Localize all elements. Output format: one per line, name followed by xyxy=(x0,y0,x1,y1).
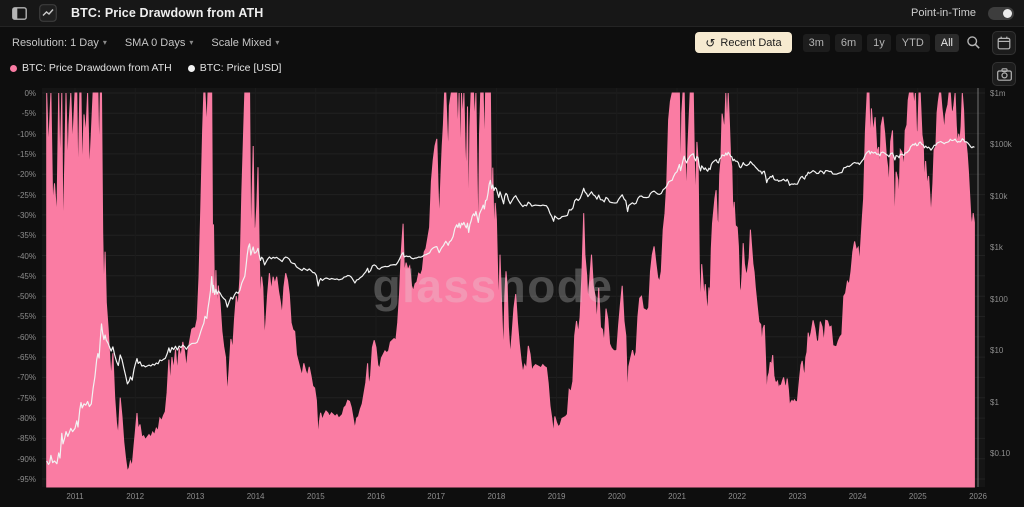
sma-dropdown[interactable]: SMA 0 Days ▾ xyxy=(125,37,194,49)
sma-dropdown-label: SMA 0 Days xyxy=(124,36,186,49)
screenshot-button[interactable] xyxy=(992,62,1016,86)
price-line xyxy=(46,138,975,465)
zoom-area-button[interactable] xyxy=(964,33,983,52)
range-1y-button[interactable]: 1y xyxy=(867,33,891,52)
topbar: BTC: Price Drawdown from ATH Point-in-Ti… xyxy=(0,0,1024,27)
legend-label-drawdown: BTC: Price Drawdown from ATH xyxy=(22,62,172,74)
chart-type-button[interactable] xyxy=(37,2,59,24)
legend-item-drawdown[interactable]: BTC: Price Drawdown from ATH xyxy=(10,62,172,74)
scale-dropdown-label: Scale Mixed xyxy=(211,36,272,49)
chevron-down-icon: ▾ xyxy=(102,38,107,47)
chevron-down-icon: ▾ xyxy=(275,38,280,47)
legend-swatch-drawdown-icon xyxy=(10,64,17,72)
page-title: BTC: Price Drawdown from ATH xyxy=(71,6,264,20)
toolbar-left: Resolution: 1 Day ▾ SMA 0 Days ▾ Scale Mix… xyxy=(12,37,289,49)
scale-dropdown[interactable]: Scale Mixed ▾ xyxy=(211,37,279,49)
panel-toggle-icon xyxy=(12,6,27,20)
drawdown-area xyxy=(46,92,975,488)
watermark: glassnode xyxy=(372,260,613,312)
chevron-down-icon: ▾ xyxy=(189,38,194,47)
resolution-dropdown[interactable]: Resolution: 1 Day ▾ xyxy=(12,37,107,49)
camera-icon xyxy=(996,67,1012,81)
calendar-icon xyxy=(997,36,1011,49)
range-3m-button[interactable]: 3m xyxy=(802,33,830,52)
chart-type-icon xyxy=(39,4,57,22)
range-ytd-button[interactable]: YTD xyxy=(895,33,930,52)
toolbar-right: ↺ Recent Data 3m 6m 1y YTD All xyxy=(695,30,1016,55)
recent-data-label: Recent Data xyxy=(720,36,782,49)
toggle-knob xyxy=(1003,8,1012,18)
chart-legend: BTC: Price Drawdown from ATH BTC: Price … xyxy=(10,62,281,74)
point-in-time-label: Point-in-Time xyxy=(911,7,976,19)
range-6m-button[interactable]: 6m xyxy=(834,33,863,52)
legend-item-price[interactable]: BTC: Price [USD] xyxy=(187,62,282,74)
calendar-button[interactable] xyxy=(992,30,1016,55)
toolbar: Resolution: 1 Day ▾ SMA 0 Days ▾ Scale Mix… xyxy=(0,27,1024,58)
range-all-button[interactable]: All xyxy=(934,33,959,52)
panel-toggle-button[interactable] xyxy=(10,5,29,22)
topbar-right: Point-in-Time xyxy=(911,6,1014,20)
recent-data-button[interactable]: ↺ Recent Data xyxy=(695,32,792,53)
magnifier-icon xyxy=(967,36,980,49)
legend-swatch-price-icon xyxy=(187,64,195,72)
topbar-left: BTC: Price Drawdown from ATH xyxy=(10,2,263,24)
resolution-dropdown-label: Resolution: 1 Day xyxy=(12,36,99,49)
point-in-time-toggle[interactable] xyxy=(988,6,1014,20)
clock-rewind-icon: ↺ xyxy=(705,35,716,50)
legend-label-price: BTC: Price [USD] xyxy=(199,62,282,74)
